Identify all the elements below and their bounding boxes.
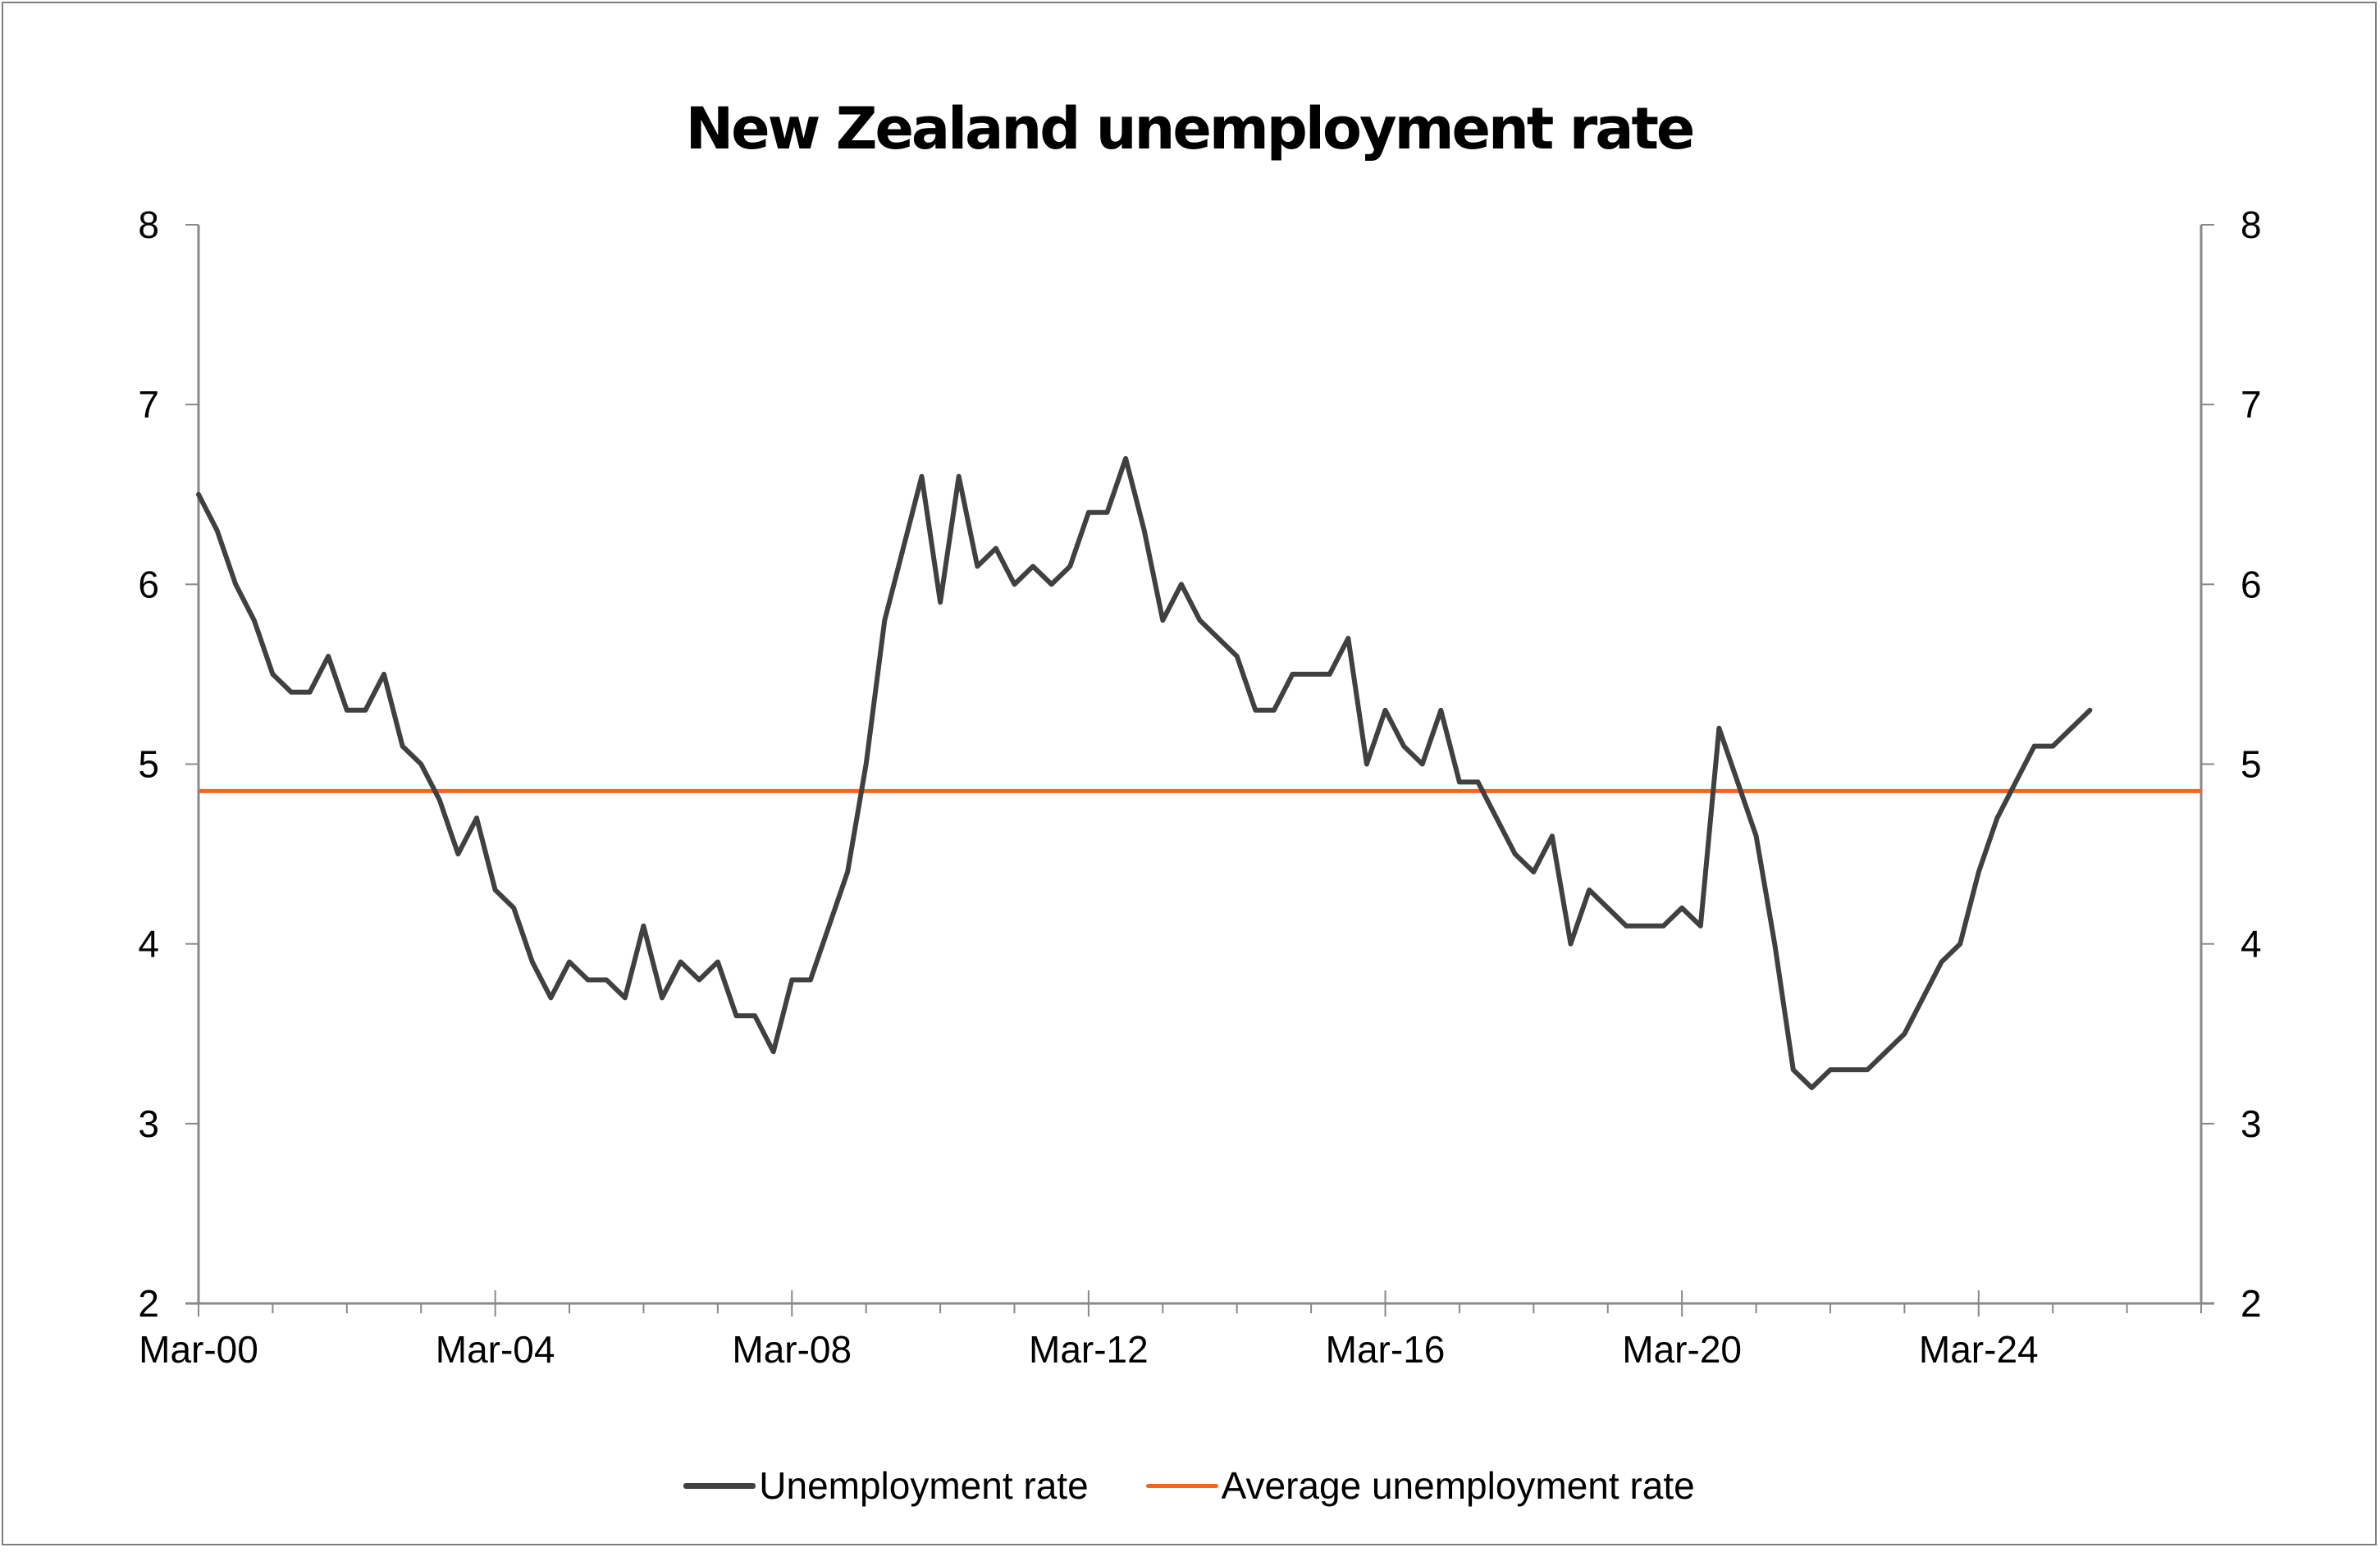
left-y-tick-label: 8 bbox=[138, 203, 159, 246]
x-tick-label: Mar-08 bbox=[732, 1328, 852, 1371]
right-y-tick-label: 7 bbox=[2241, 383, 2262, 426]
legend-swatch-dark-line-icon bbox=[683, 1482, 756, 1489]
x-tick-label: Mar-04 bbox=[436, 1328, 555, 1371]
left-y-tick-label: 4 bbox=[138, 923, 159, 965]
legend-item-average-unemployment-rate: Average unemployment rate bbox=[1145, 1463, 1695, 1508]
x-tick-label: Mar-20 bbox=[1622, 1328, 1742, 1371]
plot-area: 2 3 4 5 6 7 8 2 3 4 5 6 7 8 Mar-00 Mar-04 Mar-08 Mar-12 Ma… bbox=[138, 203, 2262, 1371]
chart-title: New Zealand unemployment rate bbox=[685, 95, 1696, 162]
right-y-tick-label: 5 bbox=[2241, 743, 2262, 786]
right-y-tick-label: 3 bbox=[2241, 1102, 2262, 1145]
x-tick-label: Mar-24 bbox=[1919, 1328, 2039, 1371]
right-y-tick-label: 2 bbox=[2241, 1282, 2262, 1325]
left-y-tick-label: 7 bbox=[138, 383, 159, 426]
left-y-tick-label: 2 bbox=[138, 1282, 159, 1325]
legend-swatch-orange-line-icon bbox=[1145, 1483, 1218, 1488]
legend-label: Average unemployment rate bbox=[1221, 1464, 1695, 1507]
left-y-tick-label: 6 bbox=[138, 563, 159, 605]
right-y-tick-label: 4 bbox=[2241, 923, 2262, 965]
x-tick-label: Mar-00 bbox=[139, 1328, 258, 1371]
legend-item-unemployment-rate: Unemployment rate bbox=[683, 1463, 1089, 1508]
left-y-tick-label: 3 bbox=[138, 1102, 159, 1145]
x-tick-label: Mar-12 bbox=[1029, 1328, 1149, 1371]
x-tick-label: Mar-16 bbox=[1326, 1328, 1446, 1371]
right-y-tick-label: 6 bbox=[2241, 563, 2262, 605]
unemployment-rate-line bbox=[196, 455, 2093, 1090]
legend: Unemployment rate Average unemployment r… bbox=[3, 1463, 2375, 1508]
legend-label: Unemployment rate bbox=[759, 1464, 1089, 1507]
left-y-tick-label: 5 bbox=[138, 743, 159, 786]
right-y-tick-label: 8 bbox=[2241, 203, 2262, 246]
